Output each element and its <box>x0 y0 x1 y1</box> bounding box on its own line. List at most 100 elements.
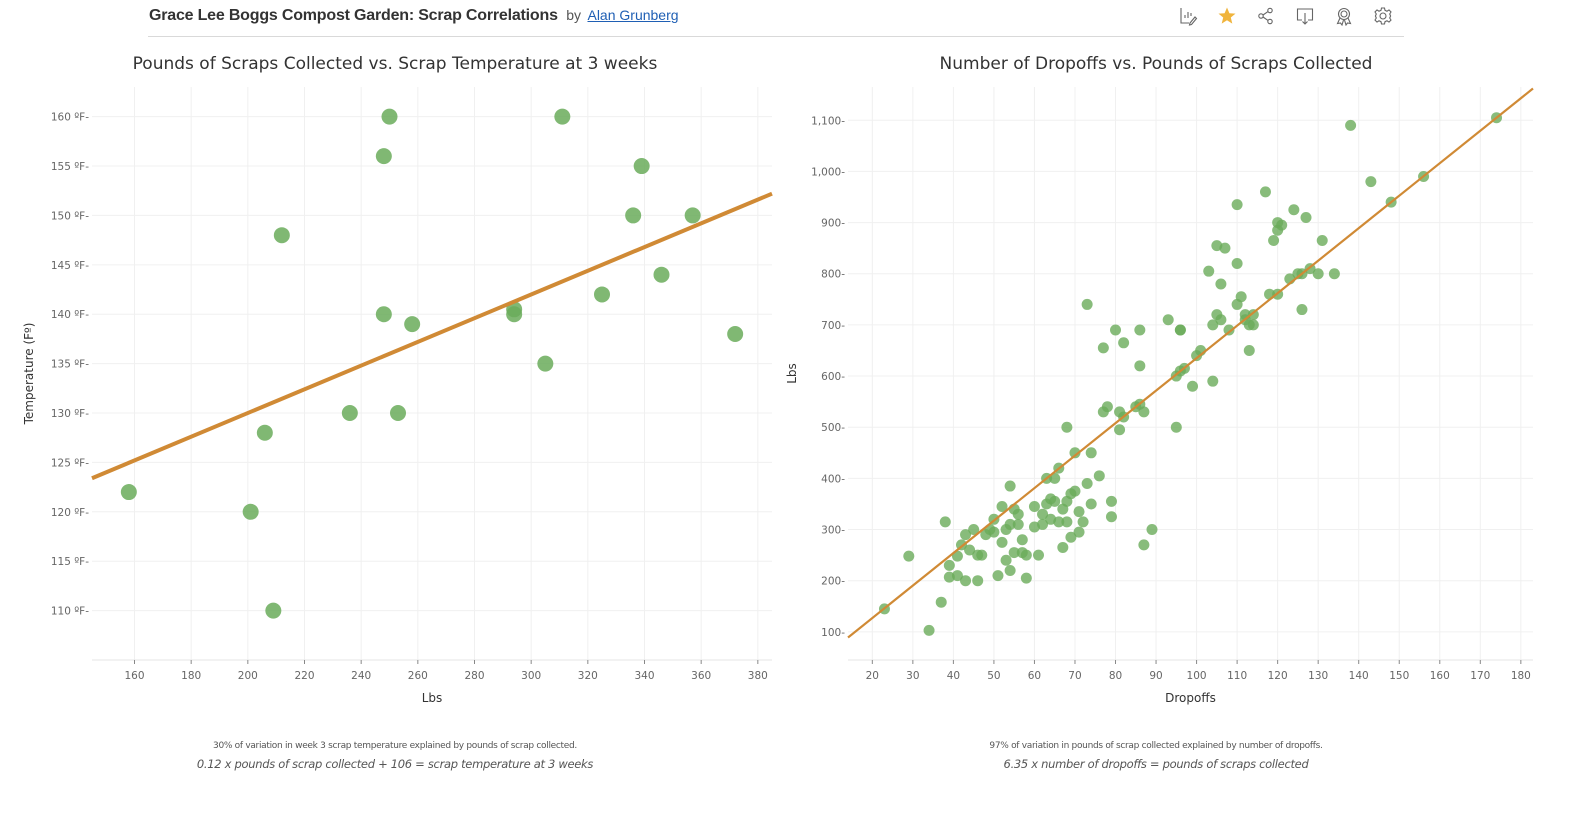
data-point[interactable] <box>537 355 554 372</box>
data-point[interactable] <box>242 503 259 520</box>
data-point[interactable] <box>1049 495 1061 507</box>
data-point[interactable] <box>1345 119 1357 131</box>
data-point[interactable] <box>1215 278 1227 290</box>
dropoffs-scatter-plot[interactable]: 20 30 40 50 60 70 80 90 100 110 120 130 140 150 160 170… <box>785 40 1575 740</box>
data-point[interactable] <box>1065 531 1077 543</box>
data-point[interactable] <box>1207 375 1219 387</box>
data-point[interactable] <box>988 526 1000 538</box>
data-point[interactable] <box>996 536 1008 548</box>
data-point[interactable] <box>1020 549 1032 561</box>
data-point[interactable] <box>1020 572 1032 584</box>
data-point[interactable] <box>935 596 947 608</box>
data-point[interactable] <box>1231 258 1243 270</box>
edit-button[interactable] <box>1177 5 1199 27</box>
data-point[interactable] <box>1073 506 1085 518</box>
data-point[interactable] <box>1247 309 1259 321</box>
data-point[interactable] <box>1053 516 1065 528</box>
data-point[interactable] <box>1365 176 1377 188</box>
data-point[interactable] <box>625 207 642 224</box>
data-point[interactable] <box>1118 337 1130 349</box>
data-point[interactable] <box>1231 199 1243 211</box>
data-point[interactable] <box>1146 524 1158 536</box>
data-point[interactable] <box>653 266 670 283</box>
data-point[interactable] <box>1004 480 1016 492</box>
data-point[interactable] <box>390 405 406 422</box>
favorite-button[interactable] <box>1216 5 1238 27</box>
data-point[interactable] <box>1174 324 1186 336</box>
data-point[interactable] <box>923 624 935 636</box>
data-point[interactable] <box>1296 304 1308 316</box>
data-point[interactable] <box>1016 534 1028 546</box>
data-point[interactable] <box>633 158 650 175</box>
data-point[interactable] <box>1069 447 1081 459</box>
data-point[interactable] <box>1312 268 1324 280</box>
share-button[interactable] <box>1255 5 1277 27</box>
data-point[interactable] <box>1207 319 1219 331</box>
data-point[interactable] <box>1247 319 1259 331</box>
data-point[interactable] <box>972 575 984 587</box>
data-point[interactable] <box>727 325 744 342</box>
data-point[interactable] <box>1288 204 1300 216</box>
data-point[interactable] <box>951 570 963 582</box>
data-point[interactable] <box>404 316 421 333</box>
data-point[interactable] <box>1187 380 1199 392</box>
data-point[interactable] <box>943 559 955 571</box>
data-point[interactable] <box>1081 477 1093 489</box>
data-point[interactable] <box>381 108 398 125</box>
data-point[interactable] <box>976 549 988 561</box>
data-point[interactable] <box>1105 495 1117 507</box>
data-point[interactable] <box>506 306 523 323</box>
data-point[interactable] <box>1235 291 1247 303</box>
data-point[interactable] <box>120 484 137 501</box>
data-point[interactable] <box>992 570 1004 582</box>
data-point[interactable] <box>1243 344 1255 356</box>
data-point[interactable] <box>341 405 358 422</box>
trend-line[interactable] <box>91 191 773 481</box>
data-point[interactable] <box>1259 186 1271 198</box>
data-point[interactable] <box>1105 511 1117 523</box>
data-point[interactable] <box>1110 324 1122 336</box>
data-point[interactable] <box>1085 447 1097 459</box>
data-point[interactable] <box>1000 554 1012 566</box>
temperature-scatter-plot[interactable]: 160 180 200 220 240 260 280 300 320 340 360 380 110 … <box>0 40 790 740</box>
data-point[interactable] <box>1004 564 1016 576</box>
data-point[interactable] <box>1101 401 1113 413</box>
data-point[interactable] <box>1134 360 1146 372</box>
data-point[interactable] <box>1037 508 1049 520</box>
settings-button[interactable] <box>1372 5 1394 27</box>
data-point[interactable] <box>939 516 951 528</box>
data-point[interactable] <box>1316 234 1328 246</box>
data-point[interactable] <box>1069 485 1081 497</box>
data-point[interactable] <box>684 207 701 224</box>
data-point[interactable] <box>1037 518 1049 530</box>
data-point[interactable] <box>1061 421 1073 433</box>
data-point[interactable] <box>1219 242 1231 254</box>
download-button[interactable] <box>1294 5 1316 27</box>
data-point[interactable] <box>1049 472 1061 484</box>
data-point[interactable] <box>375 148 392 165</box>
data-point[interactable] <box>1162 314 1174 326</box>
data-point[interactable] <box>1012 518 1024 530</box>
data-point[interactable] <box>1300 211 1312 223</box>
trend-line[interactable] <box>847 87 1534 639</box>
data-point[interactable] <box>1138 539 1150 551</box>
data-point[interactable] <box>1328 268 1340 280</box>
data-point[interactable] <box>375 306 392 323</box>
data-point[interactable] <box>1012 508 1024 520</box>
data-point[interactable] <box>960 575 972 587</box>
data-point[interactable] <box>1004 518 1016 530</box>
data-point[interactable] <box>960 529 972 541</box>
data-point[interactable] <box>964 544 976 556</box>
data-point[interactable] <box>1276 219 1288 231</box>
data-point[interactable] <box>1215 314 1227 326</box>
data-point[interactable] <box>594 286 610 303</box>
data-point[interactable] <box>1057 541 1069 553</box>
data-point[interactable] <box>1081 298 1093 310</box>
data-point[interactable] <box>1093 470 1105 482</box>
data-point[interactable] <box>903 550 915 562</box>
data-point[interactable] <box>265 602 282 619</box>
data-point[interactable] <box>1223 324 1235 336</box>
author-link[interactable]: Alan Grunberg <box>587 7 679 23</box>
data-point[interactable] <box>1061 516 1073 528</box>
data-point[interactable] <box>1114 424 1126 436</box>
